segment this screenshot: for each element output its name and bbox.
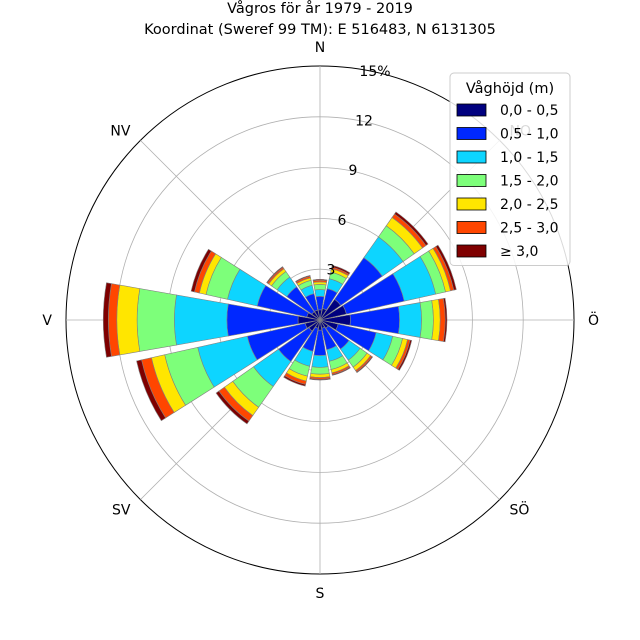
legend-swatch: [456, 174, 487, 187]
rose-bar-segment: [295, 275, 311, 283]
legend-entry: 1,5 - 2,0: [500, 174, 558, 190]
direction-label: NV: [110, 123, 130, 139]
legend-swatch: [456, 103, 487, 117]
rose-bar-segment: [331, 265, 351, 275]
rose-bar-segment: [283, 375, 306, 387]
legend-title: Våghöjd (m): [466, 80, 554, 97]
legend: Våghöjd (m) 0,0 - 0,5 0,5 - 1,0 1,0 - 1,5 1,…: [449, 72, 571, 266]
rose-bar-segment: [435, 244, 457, 291]
legend-entry: 0,0 - 0,5: [500, 103, 558, 119]
legend-entry: 2,5 - 3,0: [500, 221, 558, 237]
direction-label: N: [315, 40, 325, 56]
direction-label: SV: [112, 503, 131, 519]
rose-bar-segment: [313, 284, 327, 291]
ring-label: 3: [327, 262, 336, 278]
rose-bar-segment: [309, 378, 331, 381]
legend-swatch: [456, 221, 487, 234]
rose-bar-segment: [266, 266, 284, 284]
rose-bar-segment: [419, 300, 434, 340]
ring-label: 9: [349, 163, 358, 179]
rose-bar-segment: [331, 366, 351, 376]
rose-bar-segment: [311, 354, 329, 368]
rose-bar-segment: [397, 339, 413, 371]
legend-entry: ≥ 3,0: [500, 244, 538, 260]
rose-bar-segment: [356, 356, 374, 374]
ring-label: 12: [355, 114, 373, 130]
direction-label: SÖ: [510, 501, 530, 519]
rose-bar-segment: [136, 288, 177, 352]
chart-title-line2: Koordinat (Sweref 99 TM): E 516483, N 61…: [144, 22, 496, 38]
rose-bar-segment: [310, 366, 330, 375]
direction-label: V: [42, 313, 52, 329]
direction-label: S: [316, 586, 325, 602]
rose-bar-segment: [103, 282, 112, 358]
ring-label: 6: [338, 213, 347, 229]
rose-bar-segment: [215, 390, 250, 425]
direction-label: Ö: [588, 311, 599, 329]
legend-swatch: [456, 150, 487, 164]
rose-bar-segment: [116, 284, 141, 356]
rose-bar-segment: [398, 302, 422, 338]
rose-bars: [103, 211, 457, 425]
rose-bar-segment: [394, 211, 429, 246]
ring-label: 15%: [359, 64, 390, 80]
legend-swatch: [456, 127, 487, 140]
rose-bar-segment: [312, 279, 328, 282]
rose-bar-segment: [190, 248, 212, 293]
legend-swatch: [456, 244, 487, 258]
rose-bar-segment: [443, 297, 448, 343]
legend-swatch: [456, 197, 487, 211]
legend-entry: 2,0 - 2,5: [500, 197, 558, 213]
rose-bar-segment: [314, 289, 326, 297]
legend-box: [449, 72, 571, 266]
legend-entry: 0,5 - 1,0: [500, 127, 558, 143]
rose-bar-segment: [174, 294, 229, 346]
chart-title-line1: Vågros för år 1979 - 2019: [227, 0, 413, 17]
rose-bar-segment: [136, 359, 167, 422]
legend-entry: 1,0 - 1,5: [500, 150, 558, 166]
